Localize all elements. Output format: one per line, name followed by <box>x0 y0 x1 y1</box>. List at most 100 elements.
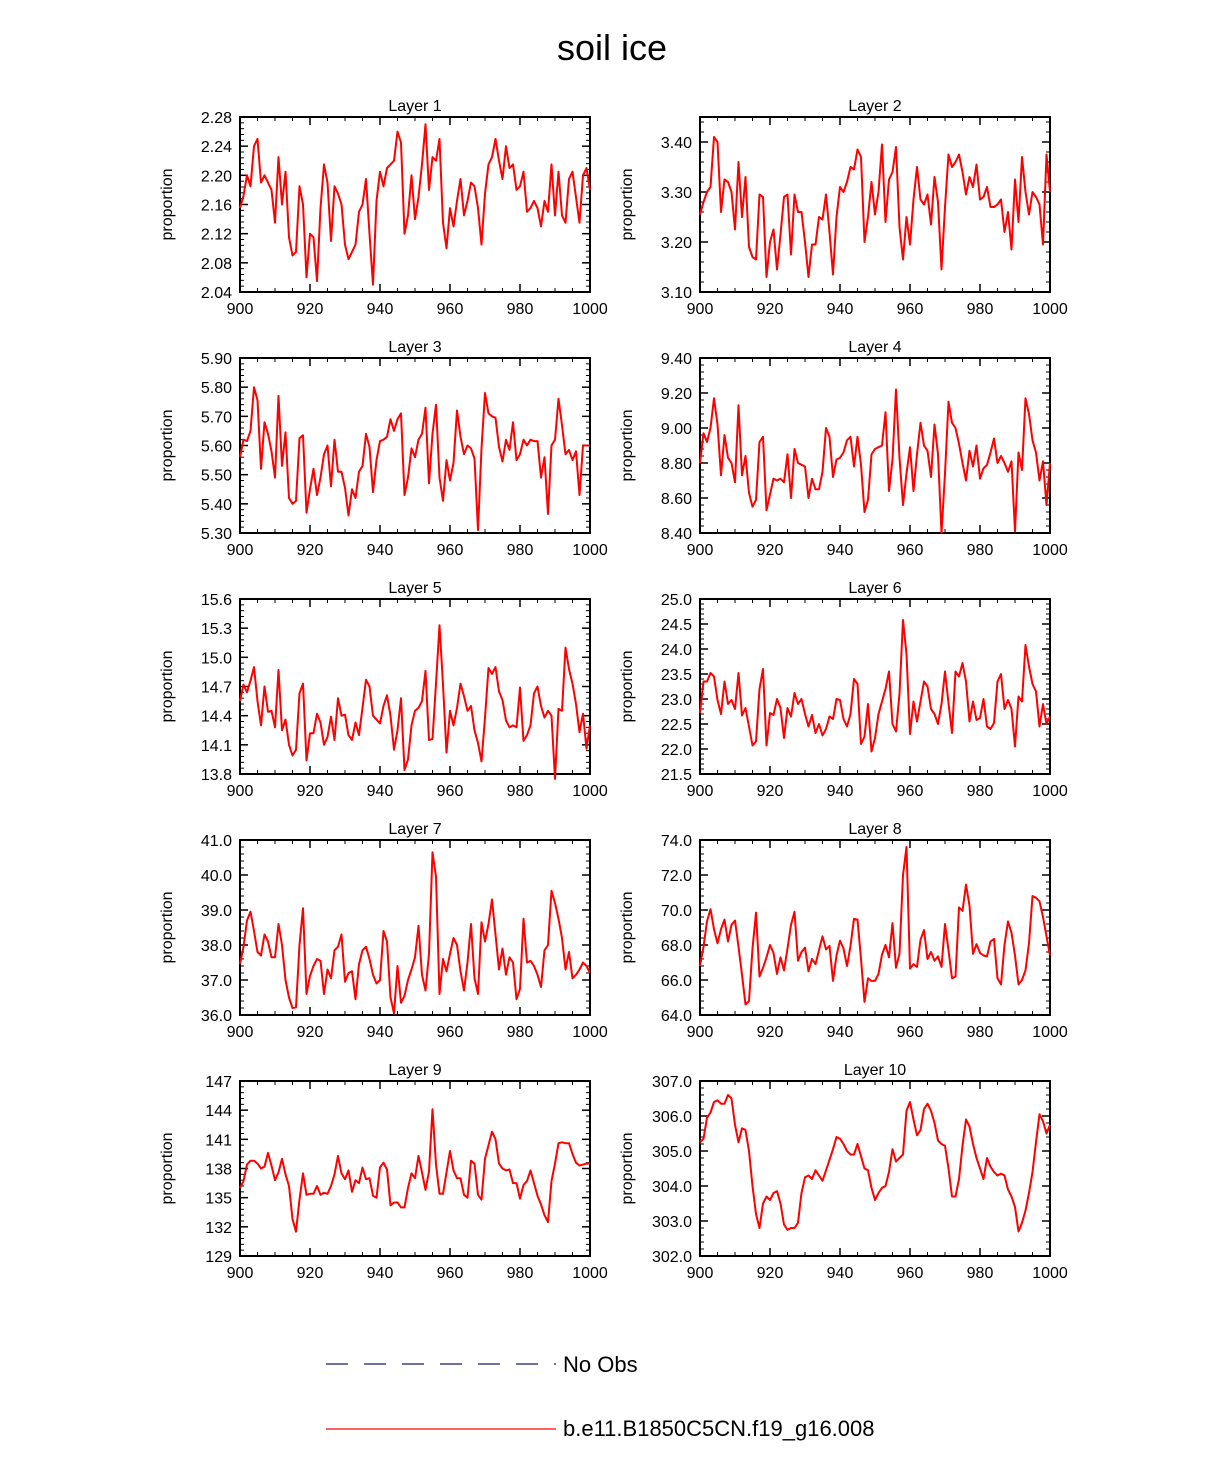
x-tick-label: 900 <box>687 301 714 318</box>
x-tick-label: 900 <box>227 542 254 559</box>
y-tick-label: 132 <box>205 1220 232 1237</box>
x-tick-label: 980 <box>967 1024 994 1041</box>
x-tick-label: 980 <box>507 542 534 559</box>
y-tick-label: 5.90 <box>201 351 232 368</box>
panel-layer-10: Layer 10 900 920 940 960 980 1000 302.0 303.0 304… <box>619 1062 1068 1282</box>
panel-title: Layer 5 <box>388 580 441 597</box>
series-line <box>699 136 1051 278</box>
y-tick-label: 38.0 <box>201 938 232 955</box>
y-tick-label: 15.3 <box>201 621 232 638</box>
y-tick-label: 5.60 <box>201 439 232 456</box>
y-tick-label: 141 <box>205 1132 232 1149</box>
x-tick-label: 980 <box>967 1265 994 1282</box>
x-tick-label: 900 <box>687 1265 714 1282</box>
x-tick-label: 960 <box>897 301 924 318</box>
y-tick-label: 5.80 <box>201 380 232 397</box>
x-tick-label: 900 <box>227 783 254 800</box>
panel-title: Layer 7 <box>388 821 441 838</box>
x-tick-label: 960 <box>437 1024 464 1041</box>
x-tick-label: 980 <box>967 542 994 559</box>
x-tick-label: 980 <box>507 301 534 318</box>
y-tick-label: 305.0 <box>652 1144 692 1161</box>
panel-title: Layer 4 <box>848 339 901 356</box>
panel-layer-6: Layer 6 900 920 940 960 980 1000 21.5 22.0 22.5 23… <box>619 580 1068 800</box>
x-tick-label: 960 <box>897 1024 924 1041</box>
y-tick-label: 64.0 <box>661 1008 692 1025</box>
y-tick-label: 138 <box>205 1162 232 1179</box>
x-tick-label: 920 <box>757 1024 784 1041</box>
plot-frame <box>239 839 591 1016</box>
x-tick-label: 980 <box>507 1265 534 1282</box>
y-axis-label: proportion <box>619 168 636 240</box>
x-tick-label: 900 <box>227 1265 254 1282</box>
y-tick-label: 40.0 <box>201 868 232 885</box>
y-tick-label: 9.40 <box>661 351 692 368</box>
x-tick-label: 940 <box>827 542 854 559</box>
x-tick-label: 920 <box>757 542 784 559</box>
y-tick-label: 3.20 <box>661 235 692 252</box>
y-tick-label: 21.5 <box>661 767 692 784</box>
y-tick-label: 144 <box>205 1103 232 1120</box>
x-tick-label: 960 <box>437 783 464 800</box>
x-tick-label: 940 <box>367 301 394 318</box>
y-tick-label: 307.0 <box>652 1074 692 1091</box>
x-tick-label: 1000 <box>572 1024 608 1041</box>
x-tick-label: 920 <box>757 301 784 318</box>
series-line <box>239 1108 590 1233</box>
y-tick-label: 24.5 <box>661 617 692 634</box>
legend: No Obs b.e11.B1850C5CN.f19_g16.008 <box>326 1352 875 1441</box>
panel-title: Layer 3 <box>388 339 441 356</box>
y-tick-label: 2.12 <box>201 227 232 244</box>
y-tick-label: 2.28 <box>201 110 232 127</box>
x-tick-label: 940 <box>367 542 394 559</box>
x-tick-label: 920 <box>297 301 324 318</box>
x-tick-label: 980 <box>507 1024 534 1041</box>
series-line <box>699 388 1051 534</box>
y-axis-label: proportion <box>619 650 636 722</box>
y-tick-label: 3.10 <box>661 285 692 302</box>
panel-title: Layer 8 <box>848 821 901 838</box>
y-tick-label: 2.04 <box>201 285 232 302</box>
y-tick-label: 37.0 <box>201 973 232 990</box>
x-tick-label: 960 <box>897 1265 924 1282</box>
y-tick-label: 36.0 <box>201 1008 232 1025</box>
panel-title: Layer 1 <box>388 98 441 115</box>
y-tick-label: 25.0 <box>661 592 692 609</box>
x-tick-label: 1000 <box>572 301 608 318</box>
x-tick-label: 1000 <box>1032 1024 1068 1041</box>
panel-layer-7: Layer 7 900 920 940 960 980 1000 36.0 37.0 38.0 39… <box>159 821 608 1041</box>
x-tick-label: 980 <box>967 783 994 800</box>
panel-layer-8: Layer 8 900 920 940 960 980 1000 64.0 66.0 68.0 70… <box>619 821 1068 1041</box>
x-tick-label: 980 <box>507 783 534 800</box>
y-axis-label: proportion <box>159 891 176 963</box>
y-tick-label: 14.1 <box>201 738 232 755</box>
x-tick-label: 940 <box>827 783 854 800</box>
x-tick-label: 920 <box>297 542 324 559</box>
y-tick-label: 5.50 <box>201 468 232 485</box>
x-tick-label: 900 <box>227 1024 254 1041</box>
y-tick-label: 306.0 <box>652 1109 692 1126</box>
x-tick-label: 1000 <box>572 542 608 559</box>
y-tick-label: 24.0 <box>661 642 692 659</box>
series-line <box>239 851 591 1015</box>
plot-frame <box>239 1080 591 1257</box>
series-line <box>699 1094 1051 1233</box>
y-tick-label: 302.0 <box>652 1249 692 1266</box>
x-tick-label: 920 <box>297 1265 324 1282</box>
plot-frame <box>239 116 591 293</box>
x-tick-label: 1000 <box>572 783 608 800</box>
x-tick-label: 920 <box>297 1024 324 1041</box>
panels-grid: Layer 1 900 920 940 960 980 1000 2.04 2.08 2.12 2.… <box>159 98 1068 1282</box>
x-tick-label: 1000 <box>1032 1265 1068 1282</box>
x-tick-label: 960 <box>897 542 924 559</box>
y-tick-label: 14.7 <box>201 680 232 697</box>
plot-frame <box>699 1080 1051 1257</box>
x-tick-label: 1000 <box>1032 542 1068 559</box>
x-tick-label: 900 <box>687 542 714 559</box>
y-tick-label: 8.80 <box>661 456 692 473</box>
plot-frame <box>699 839 1051 1016</box>
y-tick-label: 41.0 <box>201 833 232 850</box>
y-tick-label: 9.20 <box>661 386 692 403</box>
x-tick-label: 940 <box>827 301 854 318</box>
